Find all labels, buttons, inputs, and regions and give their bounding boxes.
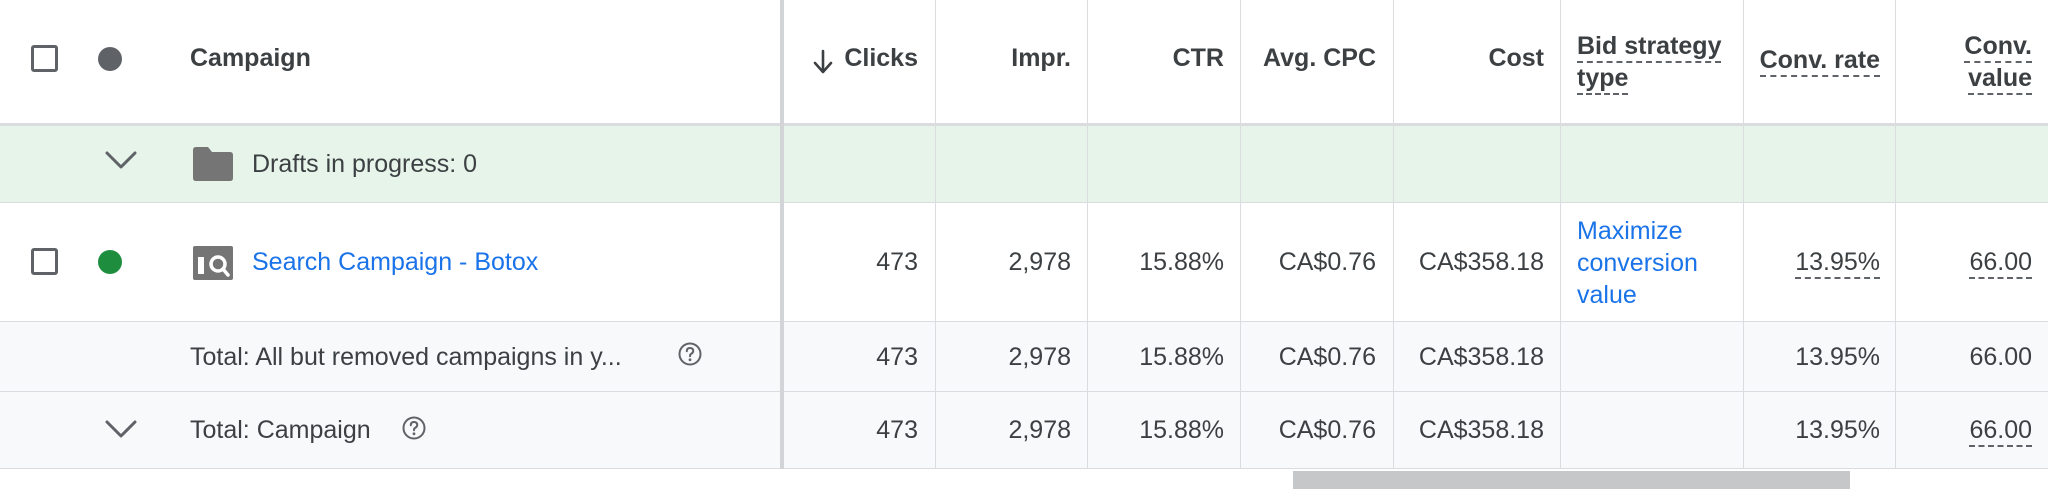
help-icon[interactable]: [402, 416, 426, 440]
bid-strategy-link[interactable]: Maximize conversion value: [1577, 217, 1698, 309]
total-campaign-label: Total: Campaign: [190, 416, 371, 444]
column-header-clicks[interactable]: Clicks: [844, 44, 918, 72]
column-header-impr[interactable]: Impr.: [1011, 44, 1071, 72]
column-header-cost[interactable]: Cost: [1488, 44, 1544, 72]
status-filter-dot[interactable]: [98, 47, 122, 71]
total-impr: 2,978: [1008, 343, 1071, 371]
column-header-avg-cpc[interactable]: Avg. CPC: [1263, 44, 1376, 72]
cell-impr: 2,978: [1008, 248, 1071, 276]
column-divider: [1393, 0, 1394, 469]
select-all-checkbox[interactable]: [31, 45, 58, 72]
column-divider: [1560, 0, 1561, 469]
cell-clicks: 473: [876, 248, 918, 276]
drafts-label: Drafts in progress: 0: [252, 150, 478, 178]
arrow-down-icon: [812, 49, 834, 75]
total-avg-cpc: CA$0.76: [1278, 343, 1376, 371]
column-header-conv-value[interactable]: Conv. value: [1964, 30, 2032, 95]
total-conv-rate: 13.95%: [1795, 343, 1880, 371]
total-cost: CA$358.18: [1418, 416, 1544, 444]
table-row: [0, 203, 2048, 322]
column-header-campaign[interactable]: Campaign: [190, 44, 311, 72]
cell-avg-cpc: CA$0.76: [1278, 248, 1376, 276]
total-conv-value: 66.00: [1969, 343, 2032, 371]
horizontal-scrollbar[interactable]: [1293, 471, 1850, 489]
drafts-row[interactable]: [0, 126, 2048, 203]
cell-conv-rate[interactable]: 13.95%: [1795, 247, 1880, 279]
cell-cost: CA$358.18: [1418, 248, 1544, 276]
total-avg-cpc: CA$0.76: [1278, 416, 1376, 444]
column-divider: [1240, 0, 1241, 469]
total-ctr: 15.88%: [1139, 343, 1224, 371]
total-conv-value[interactable]: 66.00: [1969, 415, 2032, 447]
frozen-column-divider[interactable]: [780, 0, 784, 469]
total-filtered-row: [0, 322, 2048, 392]
column-divider: [1895, 0, 1896, 469]
total-campaign-row: [0, 392, 2048, 469]
cell-conv-value[interactable]: 66.00: [1969, 247, 2032, 279]
folder-icon: [193, 147, 233, 181]
cell-ctr: 15.88%: [1139, 248, 1224, 276]
chevron-down-icon[interactable]: [104, 418, 138, 440]
column-divider: [935, 0, 936, 469]
row-checkbox[interactable]: [31, 248, 58, 275]
column-header-conv-rate[interactable]: Conv. rate: [1759, 45, 1880, 77]
column-header-ctr[interactable]: CTR: [1172, 44, 1224, 72]
column-divider: [1743, 0, 1744, 469]
column-divider: [1087, 0, 1088, 469]
table-header-row: [0, 0, 2048, 126]
total-ctr: 15.88%: [1139, 416, 1224, 444]
status-enabled-dot[interactable]: [98, 250, 122, 274]
total-impr: 2,978: [1008, 416, 1071, 444]
chevron-down-icon[interactable]: [104, 149, 138, 171]
help-icon[interactable]: [678, 342, 702, 366]
search-campaign-icon: [193, 246, 233, 280]
column-header-bid-strategy[interactable]: Bid strategy type: [1577, 30, 1737, 95]
total-filtered-label: Total: All but removed campaigns in y...: [190, 343, 622, 371]
total-cost: CA$358.18: [1418, 343, 1544, 371]
campaign-name-link[interactable]: Search Campaign - Botox: [252, 248, 539, 276]
total-conv-rate: 13.95%: [1795, 416, 1880, 444]
total-clicks: 473: [876, 343, 918, 371]
total-clicks: 473: [876, 416, 918, 444]
